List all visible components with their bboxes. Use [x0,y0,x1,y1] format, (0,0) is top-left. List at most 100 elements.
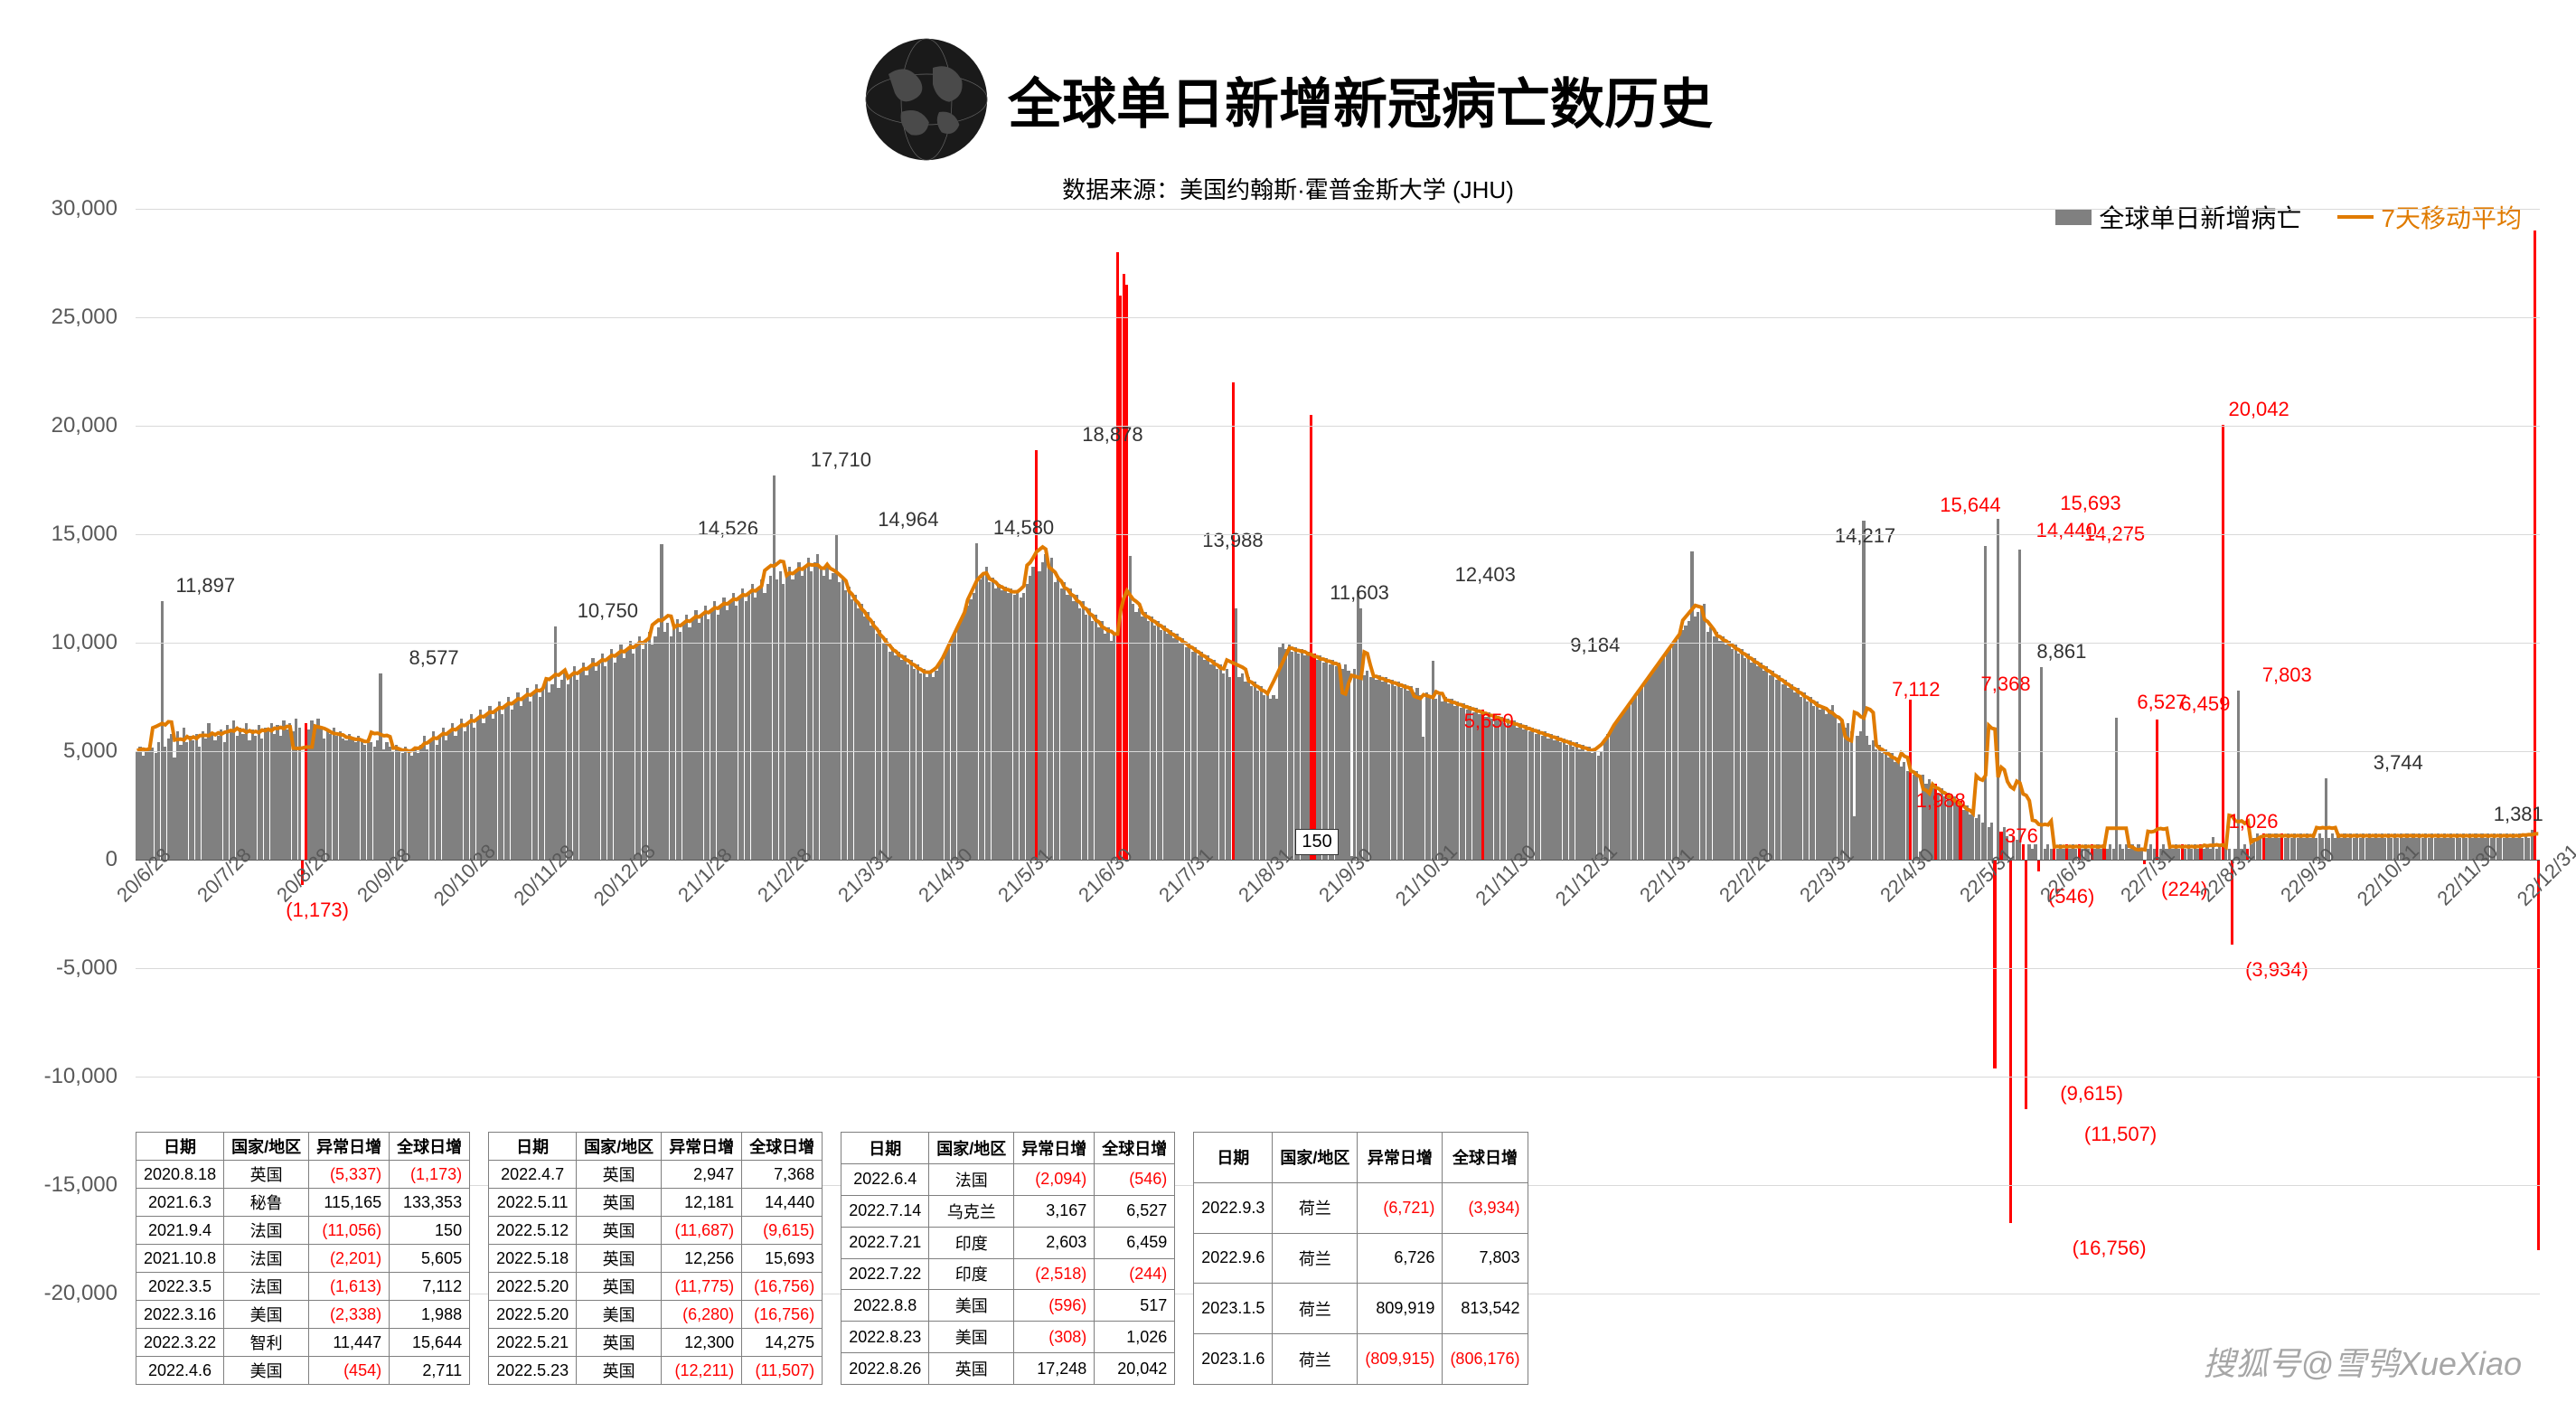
y-axis: -20,000-15,000-10,000-5,00005,00010,0001… [36,209,127,1294]
peak-annotation: 14,526 [698,517,758,541]
cell-date: 2022.5.18 [489,1245,577,1273]
cell-region: 英国 [577,1273,662,1301]
cell-region: 法国 [224,1245,309,1273]
bar [298,728,301,860]
peak-annotation: 8,861 [2036,640,2086,663]
bar [2040,667,2043,860]
cell-region: 荷兰 [1273,1233,1358,1284]
anomaly-annotation: 20,042 [2228,398,2289,421]
cell-region: 美国 [929,1290,1014,1322]
peak-annotation: 11,897 [175,574,235,598]
anomaly-annotation: 376 [2005,824,2038,848]
cell-date: 2022.7.21 [841,1227,929,1258]
cell-global: (16,756) [742,1273,823,1301]
cell-anomaly: (12,211) [662,1357,742,1385]
table-header: 国家/地区 [1273,1133,1358,1183]
cell-date: 2022.8.23 [841,1322,929,1353]
cell-date: 2023.1.6 [1194,1334,1273,1385]
cell-global: (1,173) [390,1161,470,1189]
cell-anomaly: 809,919 [1358,1284,1443,1334]
cell-global: 133,353 [390,1189,470,1217]
table-row: 2022.3.5 法国 (1,613) 7,112 [136,1273,470,1301]
cell-anomaly: 11,447 [309,1329,390,1357]
y-tick-label: -10,000 [44,1064,118,1089]
cell-date: 2021.9.4 [136,1217,224,1245]
bar [1984,546,1987,860]
cell-region: 美国 [224,1301,309,1329]
anomaly-annotation: (1,173) [286,899,349,922]
cell-anomaly: (6,721) [1358,1182,1443,1233]
data-tables: 日期国家/地区异常日增全球日增 2020.8.18 英国 (5,337) (1,… [136,1132,1528,1385]
cell-region: 英国 [577,1245,662,1273]
bar [2534,231,2536,860]
cell-global: 517 [1095,1290,1175,1322]
table-row: 2020.8.18 英国 (5,337) (1,173) [136,1161,470,1189]
cell-region: 英国 [577,1161,662,1189]
table-header: 全球日增 [390,1133,470,1161]
cell-global: 150 [390,1217,470,1245]
table-row: 2022.9.6 荷兰 6,726 7,803 [1194,1233,1528,1284]
cell-global: (546) [1095,1163,1175,1195]
cell-anomaly: 2,947 [662,1161,742,1189]
peak-annotation: 8,577 [409,646,459,670]
cell-date: 2022.5.12 [489,1217,577,1245]
bar [2140,849,2143,860]
cell-global: 15,644 [390,1329,470,1357]
cell-anomaly: 6,726 [1358,1233,1443,1284]
anomaly-table: 日期国家/地区异常日增全球日增 2022.9.3 荷兰 (6,721) (3,9… [1193,1132,1528,1385]
anomaly-table: 日期国家/地区异常日增全球日增 2022.6.4 法国 (2,094) (546… [841,1132,1175,1385]
table-row: 2021.6.3 秘鲁 115,165 133,353 [136,1189,470,1217]
cell-anomaly: (809,915) [1358,1334,1443,1385]
cell-global: 7,112 [390,1273,470,1301]
table-row: 2022.4.7 英国 2,947 7,368 [489,1161,823,1189]
cell-region: 印度 [929,1227,1014,1258]
anomaly-annotation: 150 [1295,829,1338,855]
table-row: 2022.5.21 英国 12,300 14,275 [489,1329,823,1357]
table-header: 日期 [136,1133,224,1161]
bar [2537,860,2540,1250]
table-row: 2022.7.21 印度 2,603 6,459 [841,1227,1175,1258]
cell-region: 英国 [577,1189,662,1217]
cell-region: 乌克兰 [929,1195,1014,1227]
table-row: 2022.5.12 英国 (11,687) (9,615) [489,1217,823,1245]
y-tick-label: 15,000 [52,522,118,547]
table-row: 2022.5.18 英国 12,256 15,693 [489,1245,823,1273]
table-row: 2022.5.11 英国 12,181 14,440 [489,1189,823,1217]
table-header: 日期 [489,1133,577,1161]
anomaly-annotation: 1,988 [1916,789,1966,813]
table-header: 全球日增 [1443,1133,1528,1183]
anomaly-annotation: 7,112 [1892,678,1940,701]
cell-region: 美国 [929,1322,1014,1353]
table-row: 2022.3.16 美国 (2,338) 1,988 [136,1301,470,1329]
cell-date: 2022.7.14 [841,1195,929,1227]
table-row: 2022.7.14 乌克兰 3,167 6,527 [841,1195,1175,1227]
table-header: 国家/地区 [929,1133,1014,1164]
cell-anomaly: (6,280) [662,1301,742,1329]
anomaly-annotation: (3,934) [2245,958,2308,982]
bar [2025,860,2027,1109]
table-header: 异常日增 [309,1133,390,1161]
cell-anomaly: 2,603 [1014,1227,1095,1258]
table-header: 日期 [1194,1133,1273,1183]
cell-region: 法国 [224,1273,309,1301]
table-header: 异常日增 [1358,1133,1443,1183]
peak-annotation: 3,744 [2374,751,2423,775]
bar [1347,671,1349,860]
anomaly-annotation: 6,459 [2180,692,2230,716]
peak-annotation: 14,964 [878,508,938,532]
cell-date: 2022.5.21 [489,1329,577,1357]
anomaly-annotation: 7,368 [1981,673,2031,696]
table-row: 2023.1.6 荷兰 (809,915) (806,176) [1194,1334,1528,1385]
peak-annotation: 10,750 [578,599,638,623]
chart-title: 全球单日新增新冠病亡数历史 [1008,61,1713,139]
cell-date: 2021.10.8 [136,1245,224,1273]
table-row: 2021.9.4 法国 (11,056) 150 [136,1217,470,1245]
anomaly-annotation: (16,756) [2073,1237,2147,1260]
cell-date: 2022.5.20 [489,1273,577,1301]
peak-annotation: 12,403 [1455,563,1516,587]
cell-anomaly: (2,094) [1014,1163,1095,1195]
cell-region: 英国 [577,1217,662,1245]
table-row: 2022.6.4 法国 (2,094) (546) [841,1163,1175,1195]
cell-region: 英国 [929,1353,1014,1385]
cell-anomaly: (2,518) [1014,1258,1095,1290]
